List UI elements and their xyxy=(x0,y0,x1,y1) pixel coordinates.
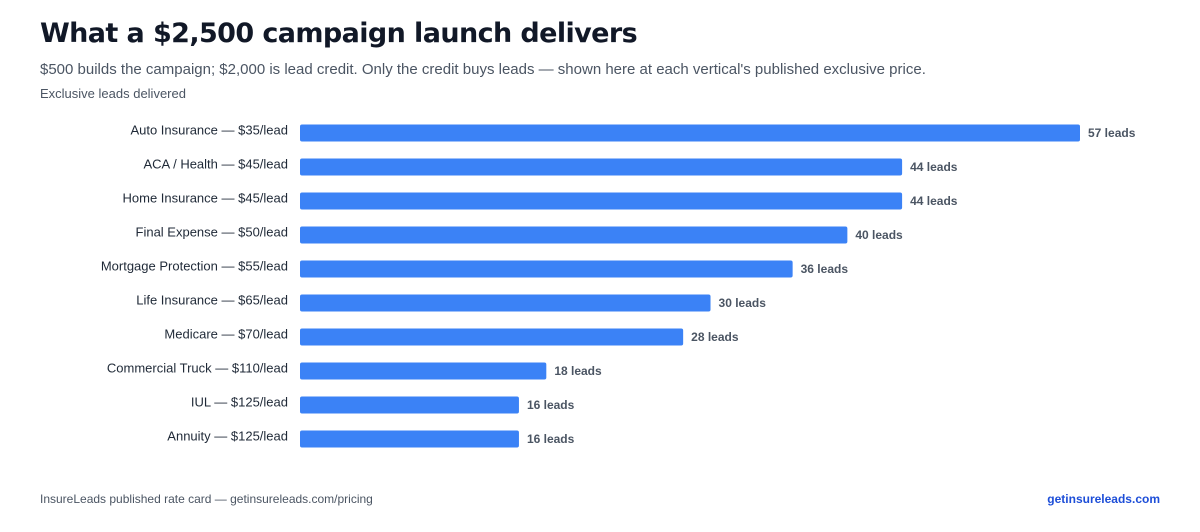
value-label: 16 leads xyxy=(527,432,575,446)
value-axis-label: Exclusive leads delivered xyxy=(40,86,186,101)
value-label: 57 leads xyxy=(1088,126,1136,140)
value-label: 16 leads xyxy=(527,398,575,412)
bar xyxy=(300,192,903,210)
chart-title: What a $2,500 campaign launch delivers xyxy=(40,18,638,49)
category-label: Home Insurance — $45/lead xyxy=(123,190,288,205)
bar xyxy=(300,226,848,244)
value-label: 30 leads xyxy=(719,296,767,310)
chart-subtitle: $500 builds the campaign; $2,000 is lead… xyxy=(40,61,926,78)
category-label: IUL — $125/lead xyxy=(191,394,288,409)
bar xyxy=(300,328,684,346)
site-link[interactable]: getinsureleads.com xyxy=(1047,492,1160,506)
category-label: ACA / Health — $45/lead xyxy=(143,156,288,171)
bar-chart: Auto Insurance — $35/lead 57 leads ACA / H… xyxy=(101,122,1136,448)
bar xyxy=(300,362,547,380)
bar xyxy=(300,294,711,312)
category-label: Medicare — $70/lead xyxy=(164,326,288,341)
category-label: Mortgage Protection — $55/lead xyxy=(101,258,288,273)
value-label: 44 leads xyxy=(910,194,958,208)
bar xyxy=(300,430,519,448)
category-label: Final Expense — $50/lead xyxy=(136,224,288,239)
category-label: Auto Insurance — $35/lead xyxy=(130,122,288,137)
value-label: 18 leads xyxy=(554,364,602,378)
value-label: 40 leads xyxy=(855,228,903,242)
bar xyxy=(300,396,519,414)
value-label: 44 leads xyxy=(910,160,958,174)
value-label: 28 leads xyxy=(691,330,739,344)
source-note: InsureLeads published rate card — getins… xyxy=(40,492,373,506)
category-label: Annuity — $125/lead xyxy=(167,428,288,443)
bar xyxy=(300,124,1080,142)
category-label: Life Insurance — $65/lead xyxy=(136,292,288,307)
bar xyxy=(300,260,793,278)
bar xyxy=(300,158,903,176)
value-label: 36 leads xyxy=(801,262,849,276)
category-label: Commercial Truck — $110/lead xyxy=(107,360,288,375)
